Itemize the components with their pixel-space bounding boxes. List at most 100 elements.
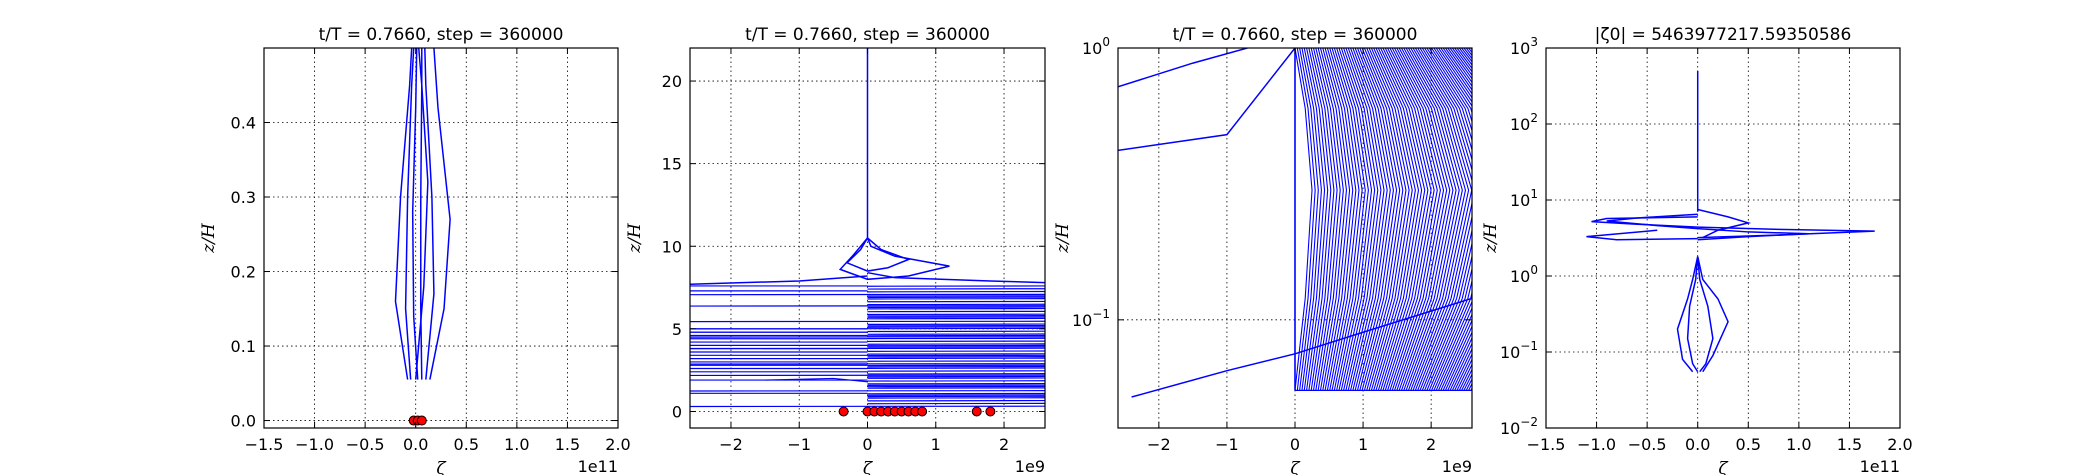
series-line: [1686, 256, 1699, 373]
series-line: [1433, 48, 1472, 391]
series-line: [1303, 48, 1326, 391]
series-line: [1380, 48, 1429, 391]
series-line: [1377, 48, 1426, 391]
series-line: [1296, 48, 1316, 391]
series-line: [1354, 48, 1394, 391]
y-axis-label: z/H: [199, 222, 219, 254]
chart-title: |ζ0| = 5463977217.59350586: [1595, 25, 1852, 45]
series-line: [1403, 48, 1460, 391]
series-line: [429, 48, 451, 380]
x-tick-label: −1.0: [1577, 435, 1616, 454]
series-group: [1586, 70, 1875, 373]
series-line: [1442, 48, 1472, 391]
series-line: [1361, 48, 1404, 391]
x-offset-label: 1e11: [1860, 457, 1900, 475]
series-line: [1407, 48, 1467, 391]
series-line: [1394, 48, 1448, 391]
series-line: [1476, 48, 1557, 390]
series-line: [1324, 48, 1354, 391]
series-line: [1414, 48, 1472, 391]
series-line: [1312, 48, 1338, 391]
series-line: [1306, 48, 1329, 391]
marker-group: [838, 406, 996, 417]
series-line: [1440, 48, 1472, 391]
y-tick-label: 0.4: [231, 114, 256, 133]
series-line: [1368, 48, 1413, 391]
series-line: [1370, 48, 1416, 391]
series-line: [1400, 48, 1457, 391]
series-line: [1424, 48, 1472, 391]
marker-group: [408, 415, 427, 426]
series-line: [1326, 48, 1357, 391]
series-line: [1676, 256, 1699, 373]
chart-title: t/T = 0.7660, step = 360000: [1173, 25, 1418, 45]
series-line: [1301, 48, 1322, 391]
x-tick-label: −1.5: [245, 435, 284, 454]
series-line: [1470, 48, 1472, 391]
series-line: [1118, 48, 1248, 88]
series-line: [1345, 48, 1382, 391]
series-line: [845, 237, 911, 272]
x-tick-label: 1.5: [1837, 435, 1862, 454]
y-tick-label: 102: [1510, 111, 1538, 134]
series-line: [1343, 48, 1379, 391]
x-tick-label: 2.0: [605, 435, 630, 454]
series-line: [1421, 48, 1472, 391]
series-line: [1696, 256, 1729, 373]
series-line: [1118, 48, 1296, 152]
series-line: [411, 48, 419, 380]
series-line: [1331, 48, 1363, 391]
x-tick-label: 1.0: [504, 435, 529, 454]
series-line: [1396, 48, 1451, 391]
series-line: [1438, 48, 1472, 391]
series-line: [1697, 208, 1752, 239]
series-line: [1131, 297, 1472, 398]
x-offset-label: 1e9: [1015, 457, 1045, 475]
x-tick-label: 2: [1426, 435, 1436, 454]
series-line: [1398, 48, 1454, 391]
x-tick-label: −1: [787, 435, 811, 454]
y-tick-label: 20: [662, 72, 682, 91]
series-line: [1310, 48, 1335, 391]
series-line: [404, 48, 415, 380]
series-line: [1478, 48, 1560, 390]
y-axis-label: z/H: [1481, 222, 1501, 254]
data-point: [917, 406, 928, 417]
x-tick-label: 0.0: [1685, 435, 1710, 454]
series-line: [1338, 48, 1373, 391]
series-line: [1387, 48, 1438, 391]
series-line: [1410, 48, 1470, 391]
x-tick-label: 1.5: [555, 435, 580, 454]
y-tick-label: 0.1: [231, 337, 256, 356]
series-line: [1336, 48, 1369, 391]
series-line: [1382, 48, 1432, 391]
subplot-3: −2 −1 0 1 2 10−1 100 t/T = 0.7660, step = 36000…: [1053, 25, 1560, 475]
grid: [263, 48, 619, 428]
x-tick-label: 1: [931, 435, 941, 454]
series-line: [1317, 48, 1344, 391]
series-line: [1391, 48, 1445, 391]
series-line: [1363, 48, 1407, 391]
x-tick-label: −0.5: [1628, 435, 1667, 454]
series-line: [1586, 229, 1698, 241]
x-tick-label: 0.5: [1736, 435, 1761, 454]
series-line: [1333, 48, 1366, 391]
y-tick-label: 10−1: [1500, 339, 1538, 362]
series-family-vertical: [1294, 48, 1560, 392]
axes-frame: [1545, 47, 1901, 429]
series-line: [1373, 48, 1420, 391]
ticks: −1.5 −1.0 −0.5 0.0 0.5 1.0 1.5 2.0 0.0 0.1 0.2 0.3 0…: [231, 48, 631, 454]
x-tick-label: 0.0: [403, 435, 428, 454]
y-tick-label: 0.0: [231, 412, 256, 431]
series-line: [1419, 48, 1472, 391]
series-line: [424, 48, 435, 380]
series-line: [1426, 48, 1472, 391]
x-tick-label: −1: [1215, 435, 1239, 454]
chart-title: t/T = 0.7660, step = 360000: [745, 25, 990, 45]
x-axis-label: ζ: [1290, 459, 1301, 475]
x-offset-label: 1e11: [578, 457, 618, 475]
series-group: [394, 48, 451, 380]
data-point: [416, 415, 427, 426]
